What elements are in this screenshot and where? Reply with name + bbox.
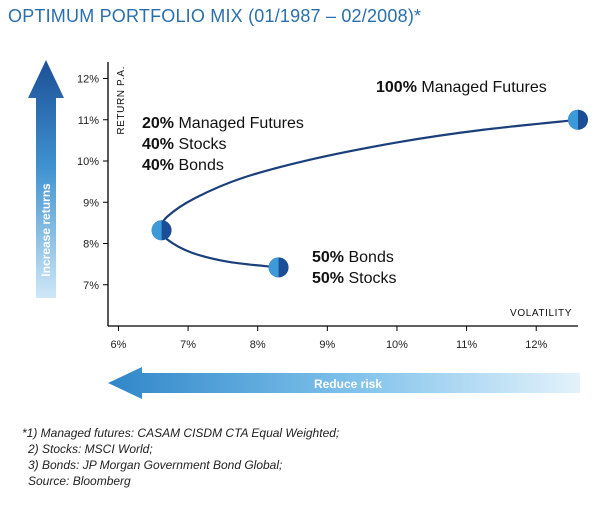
x-tick-label: 7% [180, 339, 196, 351]
allocation-percent: 40% [142, 136, 174, 153]
y-tick-group: 7% 8% 9% 10% 11% 12% [77, 74, 108, 292]
allocation-percent: 20% [142, 115, 174, 132]
portfolio-annotation-line: 40% Bonds [142, 157, 224, 174]
footnote-1: *1) Managed futures: CASAM CISDM CTA Equ… [22, 426, 340, 440]
allocation-asset: Stocks [174, 136, 226, 153]
x-tick-label: 10% [386, 339, 408, 351]
y-tick-label: 12% [77, 74, 99, 86]
footnote-3: 3) Bonds: JP Morgan Government Bond Glob… [28, 458, 283, 472]
reduce-risk-arrow: Reduce risk [108, 367, 580, 399]
increase-returns-label: Increase returns [39, 183, 53, 277]
portfolio-point-marker [268, 257, 289, 278]
y-tick-label: 9% [83, 197, 99, 209]
portfolio-chart: Increase returns Reduce risk 7% 8% 9% 10% 11… [28, 60, 588, 399]
y-axis-title: RETURN P.A. [116, 66, 127, 135]
x-tick-label: 12% [525, 339, 547, 351]
portfolio-annotation-line: 50% Stocks [312, 270, 397, 287]
x-tick-label: 11% [456, 339, 477, 351]
reduce-risk-label: Reduce risk [314, 377, 382, 391]
x-tick-label: 9% [319, 339, 335, 351]
footnote-source: Source: Bloomberg [28, 474, 131, 488]
x-tick-group: 6% 7% 8% 9% 10% 11% 12% [110, 326, 547, 351]
portfolio-annotation-line: 50% Bonds [312, 249, 394, 266]
chart-title: OPTIMUM PORTFOLIO MIX (01/1987 – 02/2008… [8, 6, 422, 26]
x-axis-title: VOLATILITY [510, 308, 572, 319]
footnotes: *1) Managed futures: CASAM CISDM CTA Equ… [22, 425, 339, 489]
portfolio-point-marker [151, 220, 172, 241]
allocation-percent: 40% [142, 157, 174, 174]
allocation-asset: Managed Futures [417, 79, 547, 96]
portfolio-annotation-line: 20% Managed Futures [142, 115, 304, 132]
allocation-percent: 50% [312, 270, 344, 287]
allocation-asset: Stocks [344, 270, 396, 287]
allocation-percent: 50% [312, 249, 344, 266]
allocation-asset: Bonds [344, 249, 394, 266]
y-tick-label: 8% [83, 239, 99, 251]
x-tick-label: 8% [250, 339, 266, 351]
x-tick-label: 6% [110, 339, 126, 351]
y-tick-label: 11% [78, 115, 99, 127]
allocation-percent: 100% [376, 79, 417, 96]
increase-returns-arrow: Increase returns [28, 60, 64, 298]
portfolio-annotation-line: 100% Managed Futures [376, 79, 547, 96]
efficient-frontier-line [160, 118, 579, 269]
y-tick-label: 10% [77, 156, 99, 168]
y-tick-label: 7% [83, 280, 99, 292]
footnote-2: 2) Stocks: MSCI World; [28, 442, 153, 456]
portfolio-annotation-line: 40% Stocks [142, 136, 227, 153]
allocation-asset: Managed Futures [174, 115, 304, 132]
portfolio-point-marker [568, 109, 588, 130]
portfolio-points [151, 109, 588, 278]
allocation-asset: Bonds [174, 157, 224, 174]
